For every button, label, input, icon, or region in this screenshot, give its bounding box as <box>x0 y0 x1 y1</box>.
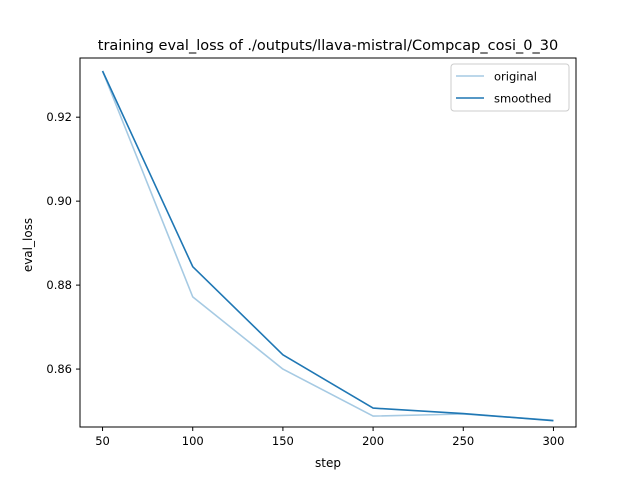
legend-label-original: original <box>494 70 537 84</box>
y-axis-label: eval_loss <box>21 218 35 272</box>
x-tick-label: 50 <box>95 434 110 448</box>
x-tick-label: 250 <box>452 434 474 448</box>
legend: original smoothed <box>450 63 570 112</box>
x-tick-label: 100 <box>182 434 204 448</box>
series-line-smoothed <box>101 70 554 422</box>
series-layer <box>101 70 554 422</box>
x-axis-label: step <box>315 456 341 470</box>
y-tick-label: 0.88 <box>46 278 72 292</box>
y-axis-ticks: 0.86 0.88 0.90 0.92 <box>46 110 80 376</box>
series-line-original <box>101 70 554 422</box>
x-tick-label: 150 <box>272 434 294 448</box>
y-tick-label: 0.92 <box>46 110 72 124</box>
x-tick-label: 200 <box>362 434 384 448</box>
chart-title: training eval_loss of ./outputs/llava-mi… <box>98 38 558 54</box>
x-axis-ticks: 50 100 150 200 250 300 <box>95 427 564 448</box>
plot-area-frame <box>79 57 577 428</box>
y-tick-label: 0.90 <box>46 194 72 208</box>
y-tick-label: 0.86 <box>46 362 72 376</box>
x-tick-label: 300 <box>542 434 564 448</box>
legend-label-smoothed: smoothed <box>494 92 551 106</box>
